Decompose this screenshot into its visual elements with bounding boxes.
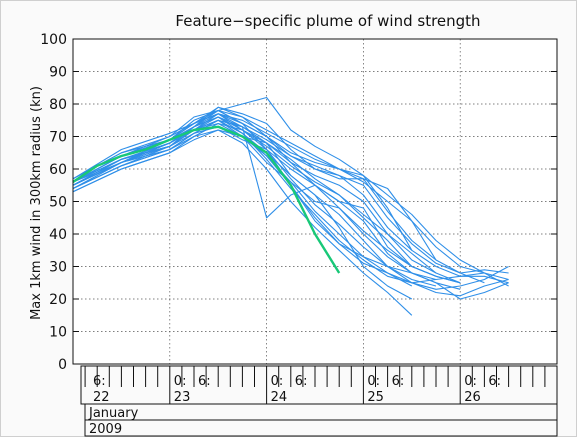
y-tick-label: 90 [49,65,67,81]
year-label: 2009 [89,422,122,437]
time-tick-label: 0: [464,374,477,389]
highlight-forecast-line [72,125,341,274]
y-tick-label: 80 [49,97,67,113]
time-tick-label: 6: [198,374,211,389]
plot-area: 0 10 20 30 40 50 60 70 80 90 100 6: 0: 6: 0: 6: 0: 6: 0: 6:… [40,32,558,437]
day-tick-label: 24 [271,390,288,405]
time-tick-label: 6: [93,374,106,389]
time-tick-label: 6: [295,374,308,389]
time-tick-label: 0: [174,374,187,389]
y-tick-label: 20 [49,292,67,308]
ensemble-member-line [72,116,485,284]
time-axis-year-box [84,419,558,437]
y-tick-label: 30 [49,260,67,276]
ensemble-member-line [72,119,485,284]
ensemble-member-line [72,113,509,281]
day-tick-label: 23 [174,390,191,405]
day-tick-label: 26 [464,390,481,405]
month-label: January [88,406,139,421]
y-axis-label: Max 1km wind in 300km radius (kn) [29,86,44,320]
ensemble-member-line [72,129,437,274]
chart-title: Feature−specific plume of wind strength [175,12,480,30]
time-tick-label: 0: [271,374,284,389]
plot-frame [72,38,558,365]
y-tick-label: 50 [49,195,67,211]
day-tick-label: 25 [367,390,384,405]
ensemble-member-line [72,116,461,290]
y-tick-label: 40 [49,227,67,243]
time-tick-label: 0: [367,374,380,389]
time-tick-label: 6: [488,374,501,389]
ensemble-member-line [72,109,509,287]
y-tick-label: 10 [49,325,67,341]
day-tick-label: 22 [93,390,110,405]
time-tick-label: 6: [392,374,405,389]
y-tick-label: 60 [49,162,67,178]
y-tick-label: 0 [58,357,67,373]
y-tick-label: 70 [49,130,67,146]
y-tick-label: 100 [40,32,67,48]
